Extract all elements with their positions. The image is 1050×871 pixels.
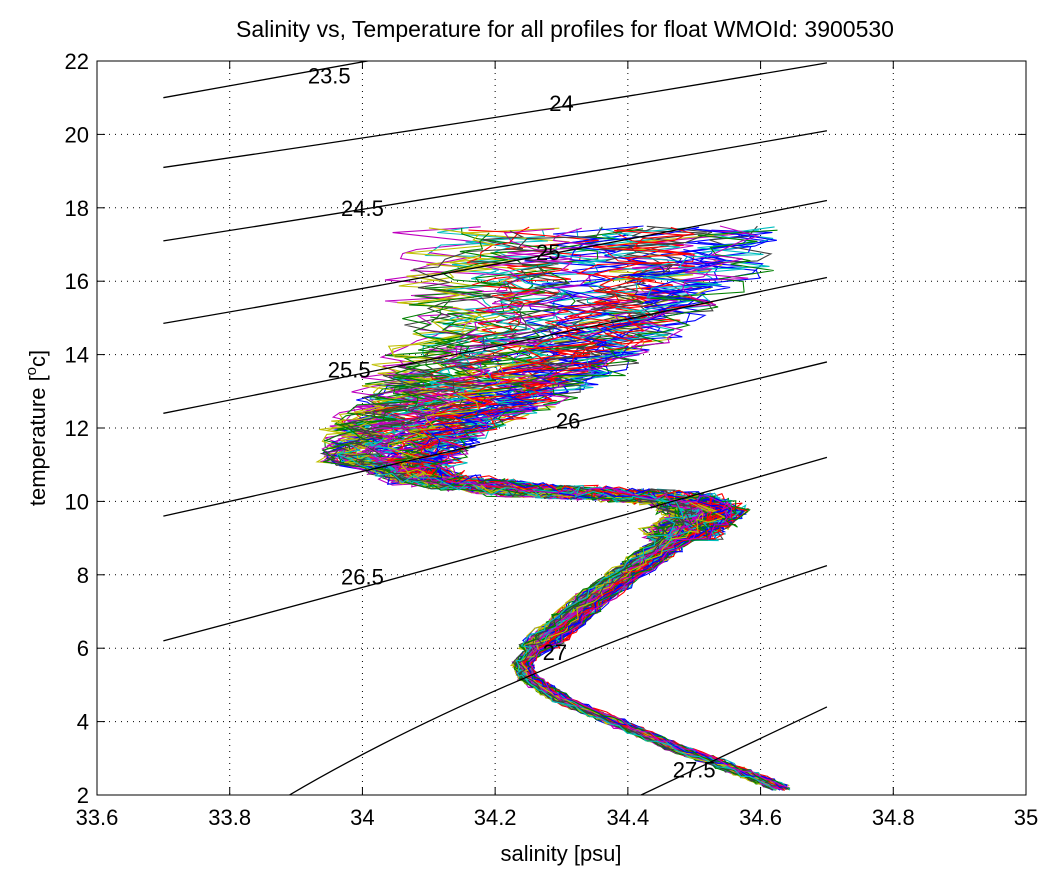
density-contour-23.5 <box>163 61 372 99</box>
y-axis-label-end: c] <box>25 350 50 367</box>
density-contour-27.5 <box>640 706 828 795</box>
density-contour-26 <box>163 361 828 517</box>
x-tick-label: 33.6 <box>76 805 119 830</box>
density-contour-label: 24.5 <box>341 196 384 221</box>
profile-line <box>374 399 780 788</box>
profile-line <box>323 316 775 786</box>
density-contour-label: 24 <box>549 91 573 116</box>
density-contour-label: 25 <box>536 240 560 265</box>
y-axis-label: temperature [oc] <box>23 350 50 506</box>
x-tick-label: 33.8 <box>208 805 251 830</box>
y-tick-label: 16 <box>65 269 89 294</box>
x-tick-label: 34.4 <box>606 805 649 830</box>
density-contour-labels: 23.5 24 24.5 25 25.5 26 26.5 27 27.5 <box>308 64 716 783</box>
profile-line <box>387 384 784 788</box>
density-contours <box>163 61 828 795</box>
profile-line <box>430 229 789 790</box>
profile-line <box>419 388 785 788</box>
density-contour-label: 27 <box>543 640 567 665</box>
density-contour-24 <box>163 62 828 169</box>
profile-line <box>417 229 787 791</box>
y-axis-label-sup: o <box>23 367 40 375</box>
density-contour-24.5 <box>163 130 828 242</box>
x-tick-label: 34.8 <box>872 805 915 830</box>
x-tick-label: 34.2 <box>474 805 517 830</box>
x-tick-label: 34.6 <box>739 805 782 830</box>
chart-title: Salinity vs, Temperature for all profile… <box>236 16 894 42</box>
y-tick-label: 2 <box>77 783 89 808</box>
density-contour-label: 27.5 <box>673 757 716 782</box>
y-tick-label: 14 <box>65 343 89 368</box>
x-axis-ticks: 33.6 33.8 34 34.2 34.4 34.6 34.8 35 <box>76 61 1038 830</box>
density-contour-26.5 <box>163 456 828 642</box>
y-tick-label: 6 <box>77 636 89 661</box>
x-tick-label: 34 <box>350 805 374 830</box>
x-axis-label: salinity [psu] <box>500 841 621 866</box>
y-tick-label: 22 <box>65 49 89 74</box>
profile-line <box>415 226 791 791</box>
density-contour-25 <box>163 199 828 325</box>
profile-series <box>315 225 791 791</box>
density-contour-label: 25.5 <box>328 357 371 382</box>
density-contour-label: 23.5 <box>308 64 351 89</box>
y-axis-label-main: temperature [ <box>25 375 50 506</box>
y-tick-label: 12 <box>65 416 89 441</box>
density-contour-27 <box>289 565 828 795</box>
density-contour-label: 26 <box>556 409 580 434</box>
y-tick-label: 4 <box>77 710 89 735</box>
profile-line <box>422 316 787 788</box>
y-tick-label: 10 <box>65 489 89 514</box>
profile-line <box>348 374 778 789</box>
profile-line <box>336 444 777 791</box>
density-contour-label: 26.5 <box>341 565 384 590</box>
y-tick-label: 20 <box>65 122 89 147</box>
y-tick-label: 18 <box>65 196 89 221</box>
density-contour-25.5 <box>163 276 828 414</box>
x-tick-label: 35 <box>1014 805 1038 830</box>
profile-line <box>434 225 789 788</box>
y-tick-label: 8 <box>77 563 89 588</box>
